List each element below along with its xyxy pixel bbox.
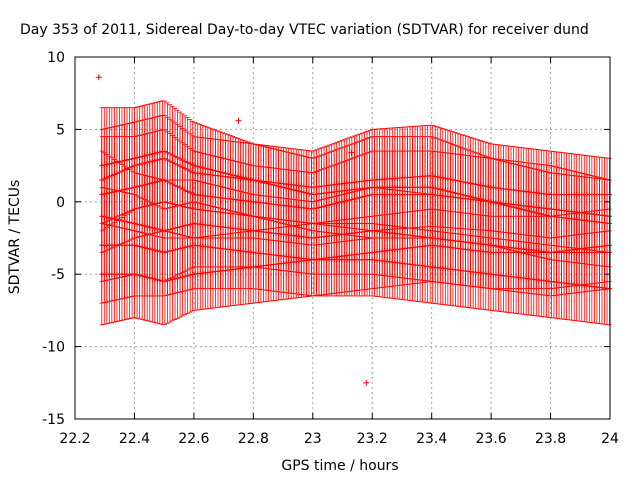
- grid: [75, 57, 610, 419]
- data-markers: [95, 74, 613, 386]
